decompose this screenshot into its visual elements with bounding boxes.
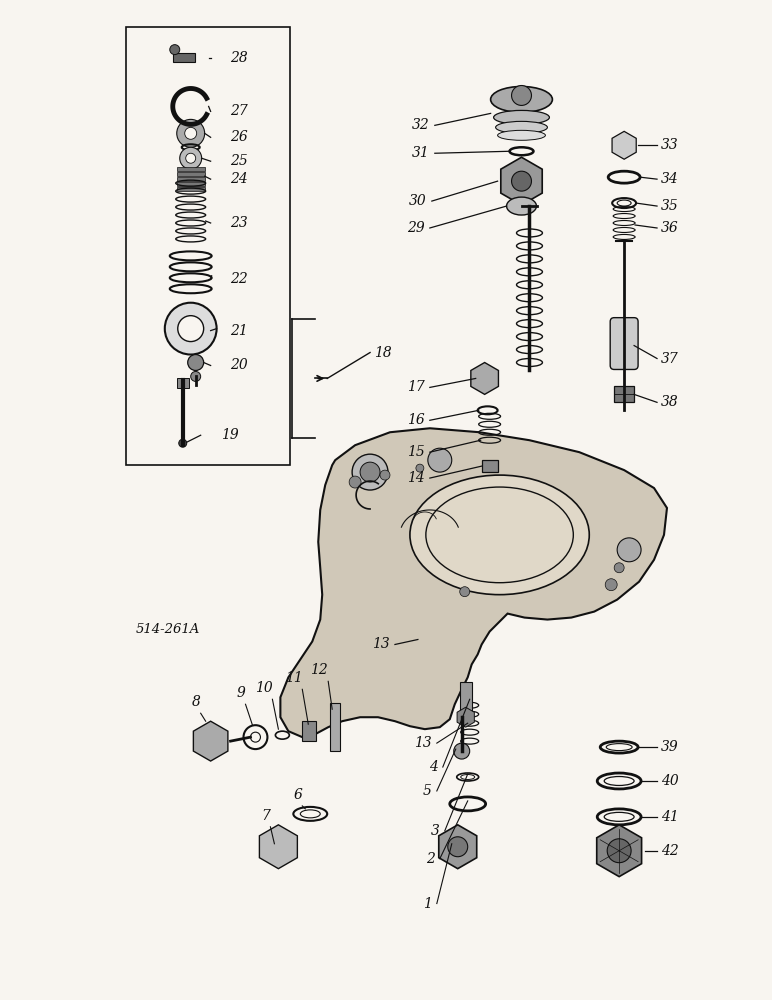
Bar (460, 682, 472, 714)
Circle shape (512, 85, 531, 105)
Text: 26: 26 (231, 130, 249, 144)
Circle shape (615, 563, 624, 573)
Circle shape (460, 587, 469, 597)
Polygon shape (259, 825, 297, 869)
Polygon shape (612, 131, 636, 159)
Polygon shape (597, 825, 642, 877)
Text: 17: 17 (407, 380, 425, 394)
Circle shape (191, 371, 201, 381)
Polygon shape (457, 707, 474, 727)
Text: 23: 23 (231, 216, 249, 230)
Text: 8: 8 (191, 695, 201, 709)
Polygon shape (471, 362, 499, 394)
Polygon shape (438, 825, 477, 869)
Polygon shape (193, 721, 228, 761)
Bar (482, 460, 498, 472)
Ellipse shape (410, 475, 589, 595)
Text: 20: 20 (231, 358, 249, 372)
Text: 13: 13 (372, 637, 390, 651)
Bar (173, 53, 195, 62)
Circle shape (180, 147, 201, 169)
Text: 12: 12 (310, 663, 328, 677)
Text: 33: 33 (661, 138, 679, 152)
Text: 22: 22 (231, 272, 249, 286)
Bar (177, 167, 205, 171)
Text: 36: 36 (661, 221, 679, 235)
Circle shape (164, 303, 217, 355)
Circle shape (605, 579, 617, 591)
Text: 42: 42 (661, 844, 679, 858)
Text: 32: 32 (412, 118, 430, 132)
Text: 24: 24 (231, 172, 249, 186)
Text: 11: 11 (285, 671, 303, 685)
Text: 29: 29 (407, 221, 425, 235)
Circle shape (380, 470, 390, 480)
Ellipse shape (506, 197, 537, 215)
Circle shape (177, 119, 205, 147)
Text: 10: 10 (255, 681, 273, 695)
Polygon shape (280, 428, 667, 737)
Circle shape (428, 448, 452, 472)
Text: 28: 28 (231, 51, 249, 65)
Text: 18: 18 (374, 346, 392, 360)
Bar (177, 172, 205, 176)
Text: 39: 39 (661, 740, 679, 754)
Text: 30: 30 (409, 194, 427, 208)
Ellipse shape (493, 110, 550, 124)
Text: 3: 3 (431, 824, 440, 838)
Circle shape (448, 837, 468, 857)
Text: 6: 6 (293, 788, 303, 802)
Text: 4: 4 (429, 760, 438, 774)
Text: 34: 34 (661, 172, 679, 186)
Bar (330, 703, 340, 751)
Polygon shape (501, 157, 542, 205)
Circle shape (454, 743, 469, 759)
Circle shape (360, 462, 380, 482)
Bar (126, 27, 290, 465)
Bar (177, 177, 205, 181)
Text: 7: 7 (262, 809, 270, 823)
Bar (177, 378, 188, 388)
Text: 38: 38 (661, 395, 679, 409)
Text: 25: 25 (231, 154, 249, 168)
Text: 5: 5 (423, 784, 432, 798)
Circle shape (349, 476, 361, 488)
Text: 14: 14 (407, 471, 425, 485)
Bar (177, 182, 205, 186)
Circle shape (185, 127, 197, 139)
Text: 41: 41 (661, 810, 679, 824)
Text: 13: 13 (414, 736, 432, 750)
Text: 35: 35 (661, 199, 679, 213)
Text: 27: 27 (231, 104, 249, 118)
Bar (615, 386, 634, 402)
Circle shape (186, 153, 195, 163)
Bar (177, 187, 205, 191)
FancyBboxPatch shape (610, 318, 638, 369)
Circle shape (617, 538, 641, 562)
Circle shape (512, 171, 531, 191)
Ellipse shape (496, 121, 547, 133)
Circle shape (178, 316, 204, 342)
Circle shape (188, 355, 204, 370)
Text: 16: 16 (407, 413, 425, 427)
Circle shape (416, 464, 424, 472)
Text: 21: 21 (231, 324, 249, 338)
Circle shape (179, 439, 187, 447)
Text: 19: 19 (221, 428, 239, 442)
Text: 1: 1 (423, 897, 432, 911)
Ellipse shape (498, 130, 546, 140)
Bar (303, 721, 317, 741)
Circle shape (170, 45, 180, 55)
Text: 31: 31 (412, 146, 430, 160)
Circle shape (352, 454, 388, 490)
Text: 2: 2 (426, 852, 435, 866)
Text: 40: 40 (661, 774, 679, 788)
Circle shape (608, 839, 631, 863)
Text: 15: 15 (407, 445, 425, 459)
Ellipse shape (491, 86, 553, 112)
Text: 9: 9 (237, 686, 245, 700)
Text: 514-261A: 514-261A (136, 623, 200, 636)
Text: 37: 37 (661, 352, 679, 366)
